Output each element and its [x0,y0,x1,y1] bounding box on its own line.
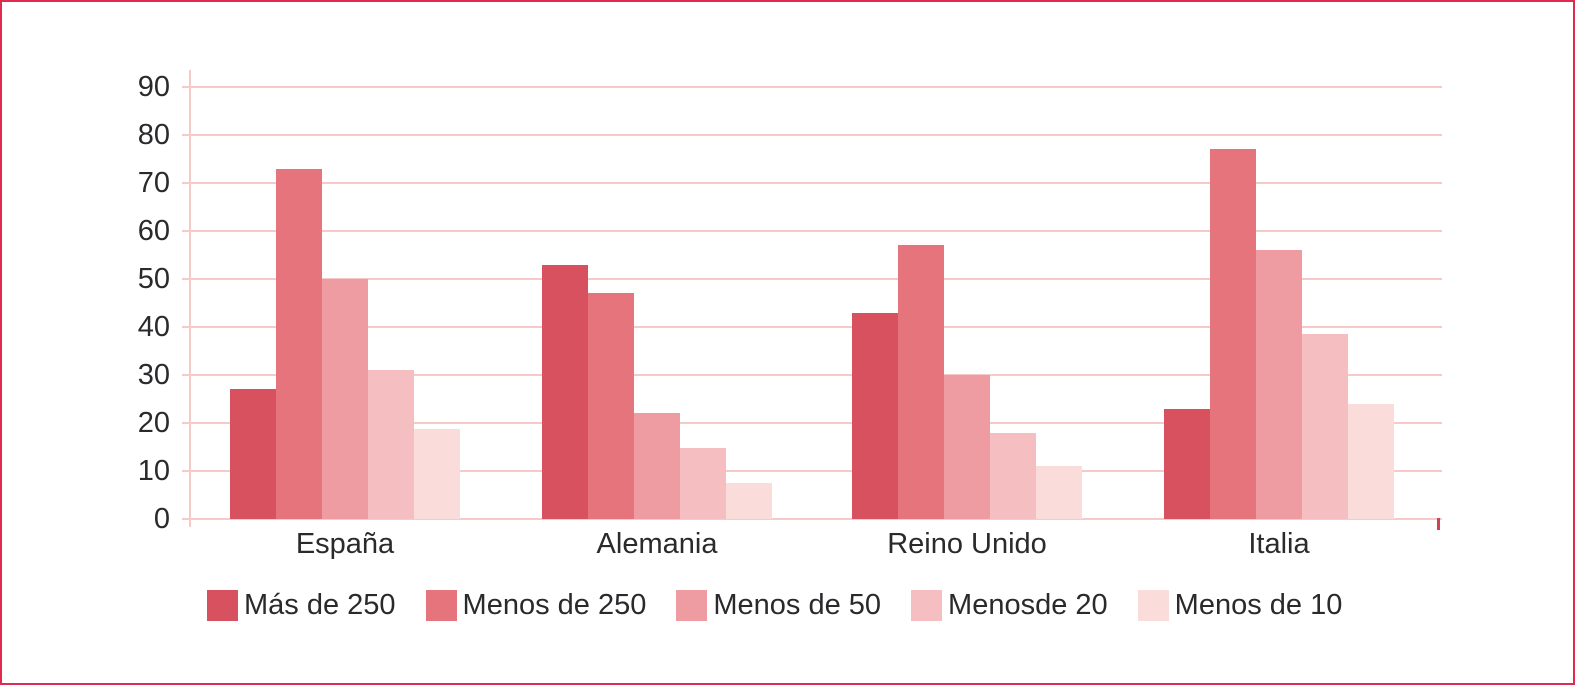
bar [634,413,680,519]
gridline [182,278,1442,280]
legend-swatch [425,590,457,621]
bar [322,279,368,519]
legend-label: Menos de 50 [713,589,882,621]
legend-item: Menos de 250 [425,589,647,621]
bar [1210,149,1256,519]
bar [230,389,276,519]
y-axis: 0 10 20 30 40 50 60 70 80 90 [98,2,170,534]
bar [944,375,990,519]
bar [588,293,634,519]
bar [852,312,898,519]
bar [542,264,588,519]
bar [898,245,944,519]
y-axis-tick-label: 60 [137,215,170,247]
y-axis-tick-label: 70 [137,167,170,199]
x-axis-line [182,518,1442,520]
gridline [182,470,1442,472]
legend-item: Menosde 20 [911,590,1108,621]
x-axis-category-label: Italia [1248,528,1310,560]
bar [1348,403,1394,519]
legend-swatch [911,590,943,621]
bar [990,432,1036,519]
x-axis-category-label: Reino Unido [887,528,1047,560]
legend-swatch [207,590,238,621]
legend-item: Más de 250 [207,590,396,621]
y-axis-tick-label: 10 [137,455,170,487]
y-axis-tick-label: 20 [137,407,170,439]
bar [726,483,772,519]
bar [1302,334,1348,519]
y-axis-tick-label: 50 [137,263,170,295]
legend-label: Menosde 20 [948,589,1108,621]
bar [368,370,414,519]
y-axis-tick-label: 90 [137,71,170,103]
legend-swatch [1137,590,1169,621]
gridline [182,86,1442,88]
gridline [182,326,1442,328]
bar [414,429,460,519]
x-axis-category-label: Alemania [596,528,718,560]
gridline [182,182,1442,184]
bar [1164,408,1210,519]
y-axis-tick-label: 80 [137,119,170,151]
bar [276,168,322,519]
x-axis-end-tick [1437,518,1440,530]
bar [1036,466,1082,519]
gridline [182,422,1442,424]
gridline [182,134,1442,136]
y-axis-line [189,70,191,527]
y-axis-tick-label: 30 [137,359,170,391]
x-axis-category-label: España [295,528,395,560]
bar [680,448,726,519]
legend-item: Menos de 10 [1137,589,1343,621]
legend: Más de 250 Menos de 250 Menos de 50 Menosde… [207,590,1342,621]
gridline [182,374,1442,376]
legend-label: Menos de 250 [462,589,647,621]
bar [1256,250,1302,519]
y-axis-tick-label: 40 [137,311,170,343]
legend-swatch [676,590,708,621]
y-axis-tick-label: 0 [153,503,170,535]
legend-item: Menos de 50 [676,590,881,621]
legend-label: Menos de 10 [1174,589,1343,621]
plot-area [182,2,1442,530]
legend-label: Más de 250 [244,589,396,621]
gridline [182,230,1442,232]
